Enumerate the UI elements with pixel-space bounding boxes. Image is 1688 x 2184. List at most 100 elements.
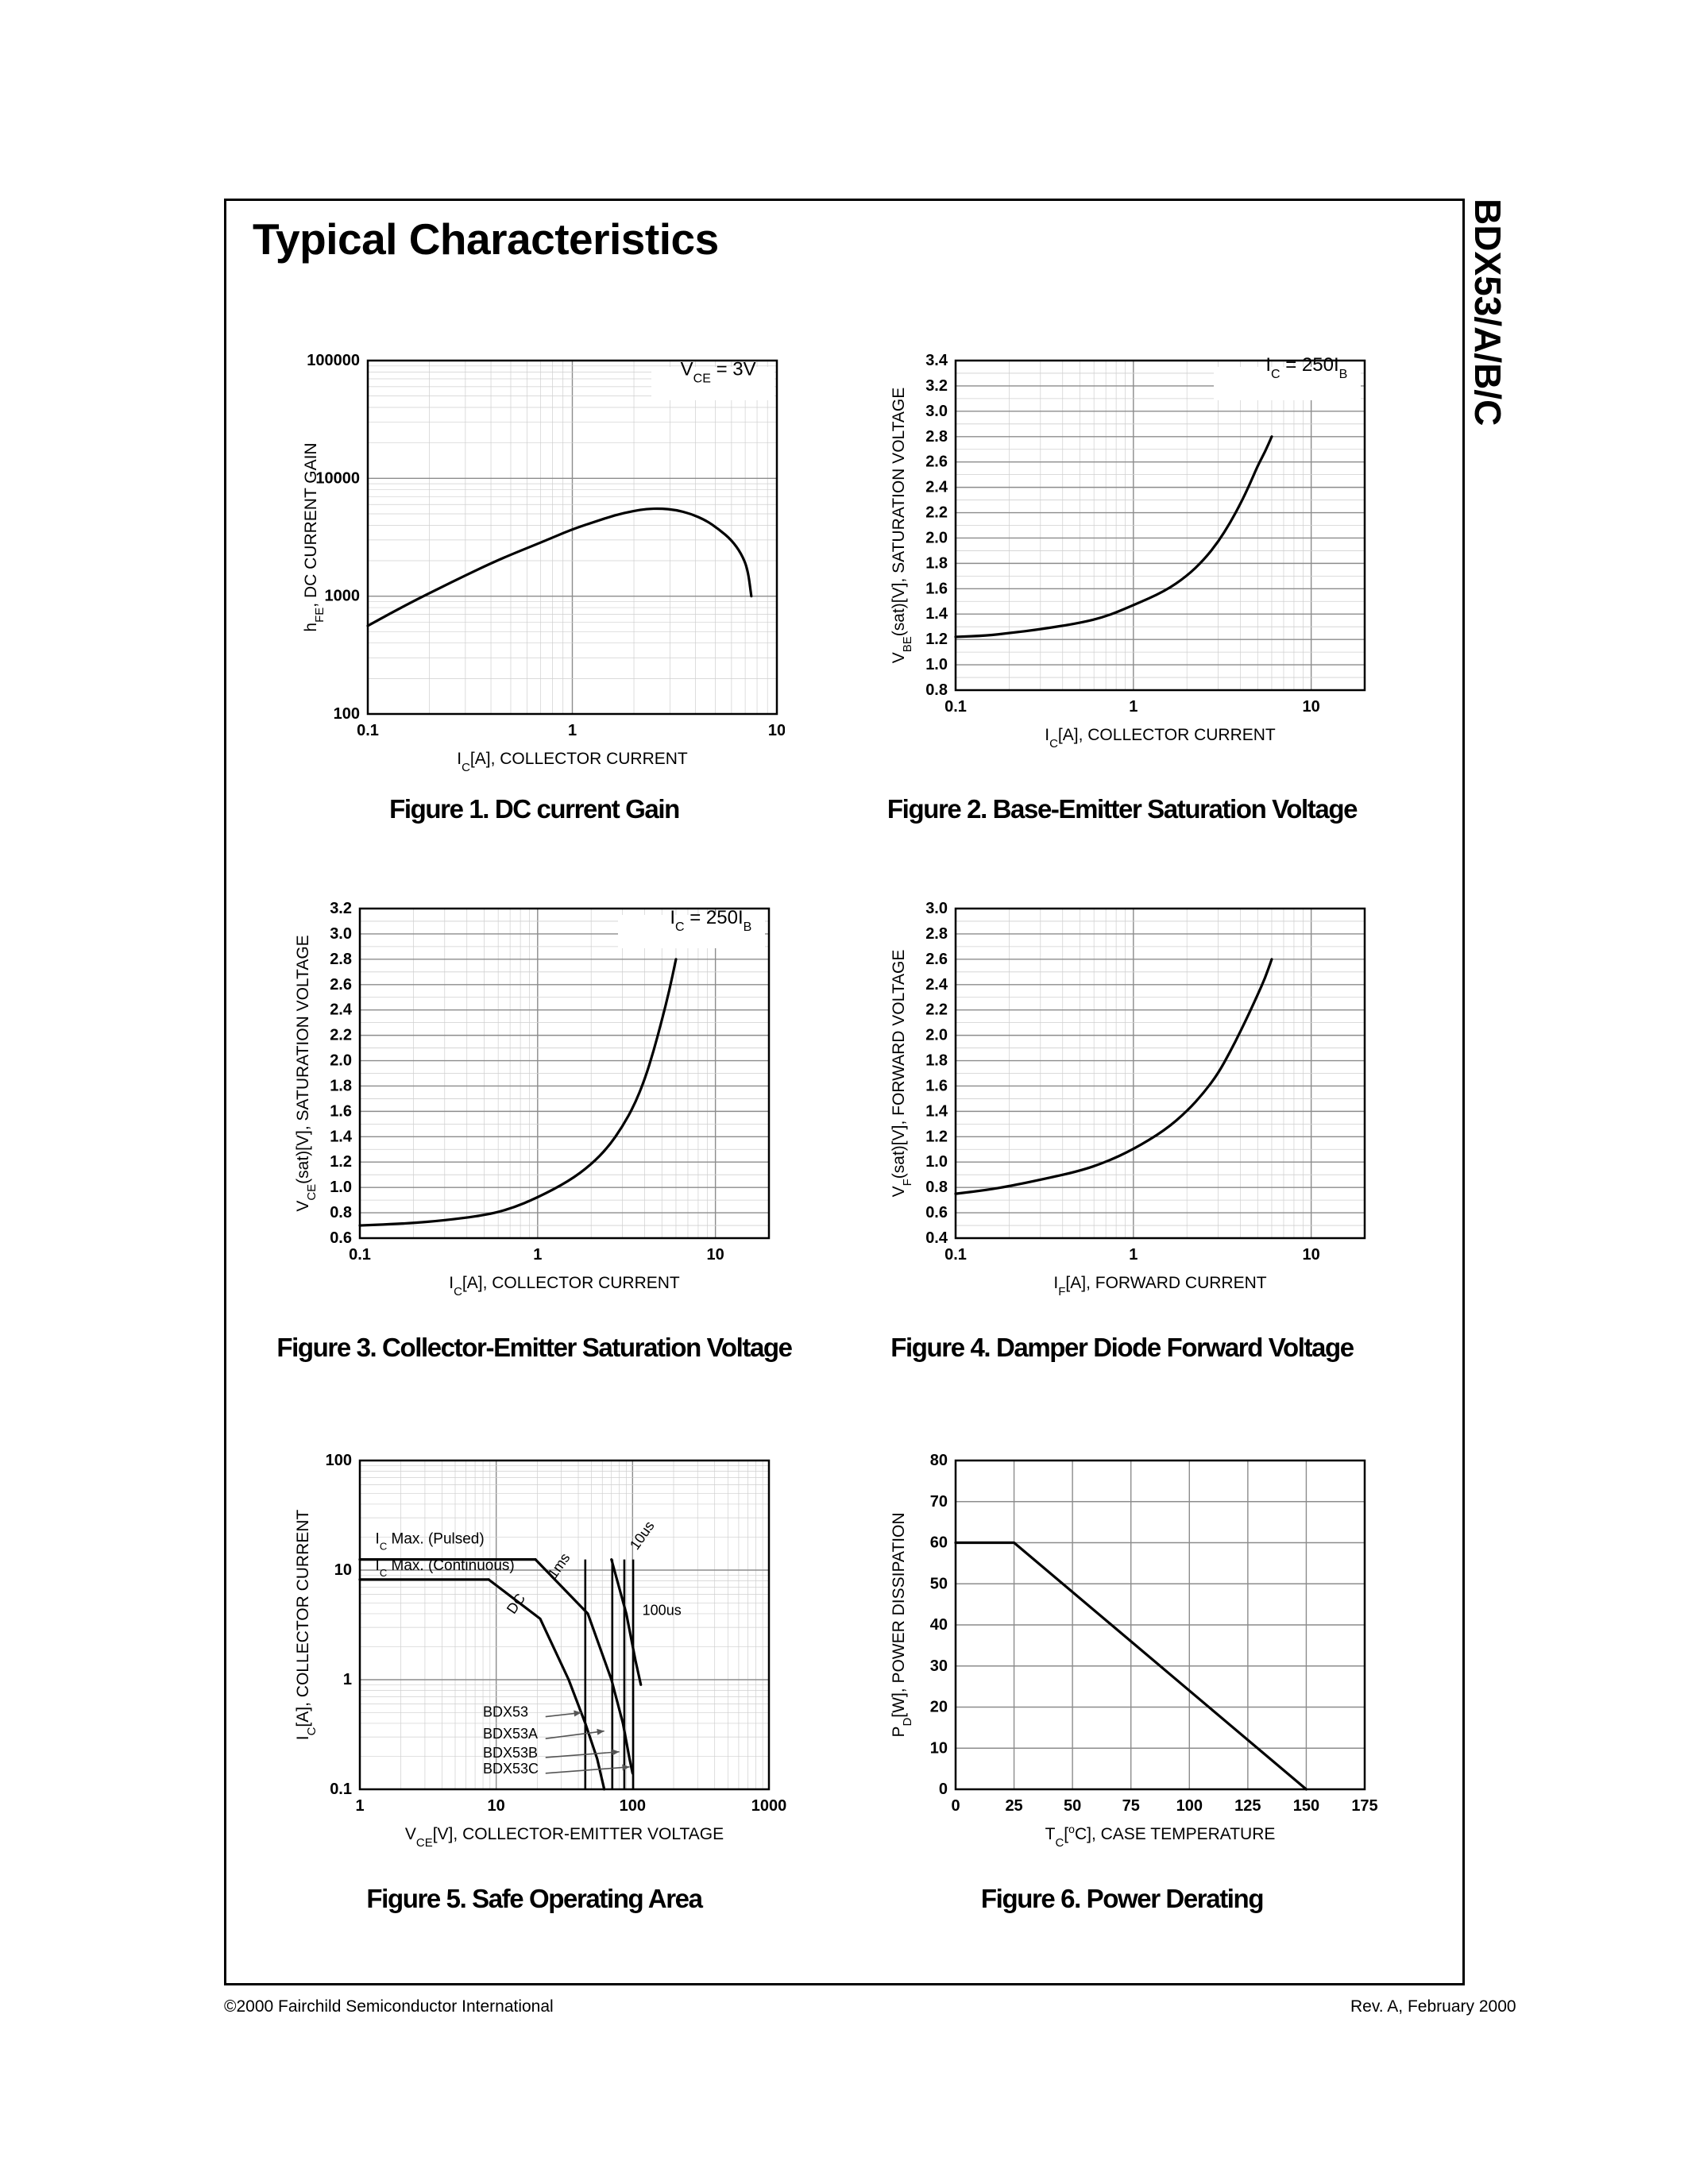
svg-text:70: 70 (930, 1493, 948, 1511)
svg-text:2.6: 2.6 (925, 453, 948, 471)
svg-text:10: 10 (334, 1561, 352, 1579)
svg-text:1000: 1000 (325, 588, 361, 605)
svg-text:1: 1 (533, 1246, 542, 1264)
svg-text:1.6: 1.6 (925, 1077, 948, 1094)
svg-text:1.2: 1.2 (925, 1128, 948, 1145)
svg-text:0.8: 0.8 (925, 1179, 948, 1196)
svg-text:2.2: 2.2 (925, 1001, 948, 1019)
svg-text:TC[oC], CASE TEMPERATURE: TC[oC], CASE TEMPERATURE (1045, 1823, 1276, 1850)
svg-text:2.6: 2.6 (925, 951, 948, 968)
svg-text:2.0: 2.0 (925, 1027, 948, 1044)
svg-text:1.2: 1.2 (925, 631, 948, 648)
svg-text:1: 1 (343, 1671, 352, 1688)
svg-text:VCE[V], COLLECTOR-EMITTER VOLT: VCE[V], COLLECTOR-EMITTER VOLTAGE (405, 1825, 724, 1850)
svg-text:BDX53: BDX53 (483, 1704, 528, 1720)
svg-text:3.4: 3.4 (925, 352, 948, 369)
svg-text:IC[A], COLLECTOR CURRENT: IC[A], COLLECTOR CURRENT (1045, 726, 1276, 751)
svg-text:IC[A], COLLECTOR CURRENT: IC[A], COLLECTOR CURRENT (457, 750, 688, 774)
svg-text:VCE(sat)[V], SATURATION VOLTAG: VCE(sat)[V], SATURATION VOLTAGE (294, 935, 319, 1211)
svg-text:75: 75 (1122, 1797, 1140, 1815)
svg-text:10: 10 (930, 1739, 948, 1757)
svg-text:1: 1 (1129, 698, 1138, 716)
svg-text:IC[A], COLLECTOR CURRENT: IC[A], COLLECTOR CURRENT (449, 1274, 680, 1298)
svg-text:0: 0 (951, 1797, 960, 1815)
svg-text:1.8: 1.8 (925, 1052, 948, 1070)
svg-text:10: 10 (1303, 1246, 1320, 1264)
svg-text:IC Max. (Pulsed): IC Max. (Pulsed) (376, 1530, 485, 1552)
svg-text:25: 25 (1005, 1797, 1022, 1815)
svg-text:100: 100 (620, 1797, 646, 1815)
svg-text:0.8: 0.8 (925, 681, 948, 699)
svg-text:1: 1 (355, 1797, 364, 1815)
svg-text:10: 10 (768, 722, 785, 739)
svg-text:0.8: 0.8 (330, 1204, 352, 1221)
svg-text:3.2: 3.2 (925, 377, 948, 395)
svg-text:100: 100 (326, 1452, 352, 1469)
svg-text:1: 1 (568, 722, 577, 739)
svg-text:3.0: 3.0 (925, 900, 948, 917)
svg-text:0.6: 0.6 (925, 1204, 948, 1221)
svg-text:50: 50 (1064, 1797, 1081, 1815)
svg-text:30: 30 (930, 1657, 948, 1675)
svg-text:0.1: 0.1 (944, 698, 967, 716)
svg-text:1.4: 1.4 (925, 605, 948, 623)
svg-text:1: 1 (1129, 1246, 1138, 1264)
svg-text:0.4: 0.4 (925, 1229, 948, 1247)
svg-text:125: 125 (1234, 1797, 1261, 1815)
svg-text:2.6: 2.6 (330, 976, 352, 994)
svg-text:100: 100 (334, 705, 360, 723)
svg-text:2.4: 2.4 (330, 1001, 353, 1019)
svg-text:2.0: 2.0 (330, 1052, 352, 1070)
svg-text:1.0: 1.0 (330, 1179, 352, 1196)
svg-text:1ms: 1ms (545, 1550, 574, 1581)
svg-text:0.1: 0.1 (944, 1246, 967, 1264)
svg-text:2.0: 2.0 (925, 529, 948, 546)
svg-text:100000: 100000 (307, 352, 360, 369)
svg-text:IF[A], FORWARD CURRENT: IF[A], FORWARD CURRENT (1053, 1274, 1266, 1298)
svg-text:VF(sat)[V], FORWARD VOLTAGE: VF(sat)[V], FORWARD VOLTAGE (890, 950, 914, 1198)
svg-text:2.8: 2.8 (330, 951, 352, 968)
svg-text:2.2: 2.2 (330, 1027, 352, 1044)
svg-text:3.0: 3.0 (330, 925, 352, 943)
svg-text:150: 150 (1293, 1797, 1319, 1815)
svg-text:1.6: 1.6 (330, 1102, 352, 1120)
svg-text:VBE(sat)[V], SATURATION VOLTAG: VBE(sat)[V], SATURATION VOLTAGE (890, 388, 914, 664)
svg-text:2.8: 2.8 (925, 428, 948, 446)
svg-text:10: 10 (488, 1797, 505, 1815)
svg-text:1.6: 1.6 (925, 580, 948, 597)
svg-text:IC[A], COLLECTOR CURRENT: IC[A], COLLECTOR CURRENT (294, 1510, 319, 1741)
svg-text:80: 80 (930, 1452, 948, 1469)
svg-text:1.0: 1.0 (925, 656, 948, 673)
svg-text:100: 100 (1176, 1797, 1203, 1815)
svg-text:10: 10 (707, 1246, 724, 1264)
svg-text:0.1: 0.1 (349, 1246, 371, 1264)
svg-text:0.1: 0.1 (357, 722, 379, 739)
svg-text:3.0: 3.0 (925, 403, 948, 420)
svg-text:3.2: 3.2 (330, 900, 352, 917)
svg-text:BDX53B: BDX53B (483, 1745, 538, 1761)
svg-text:10000: 10000 (315, 469, 360, 487)
svg-text:20: 20 (930, 1699, 948, 1716)
svg-text:BDX53C: BDX53C (483, 1761, 539, 1777)
svg-text:1.8: 1.8 (925, 554, 948, 572)
svg-text:0.1: 0.1 (330, 1781, 352, 1798)
svg-text:1.4: 1.4 (330, 1128, 353, 1145)
svg-text:2.4: 2.4 (925, 976, 948, 994)
svg-text:1.0: 1.0 (925, 1153, 948, 1171)
svg-text:0: 0 (939, 1781, 948, 1798)
svg-text:60: 60 (930, 1534, 948, 1552)
svg-text:175: 175 (1351, 1797, 1377, 1815)
svg-text:40: 40 (930, 1616, 948, 1634)
svg-text:2.4: 2.4 (925, 479, 948, 496)
svg-text:100us: 100us (643, 1602, 682, 1618)
svg-text:0.6: 0.6 (330, 1229, 352, 1247)
svg-text:1000: 1000 (751, 1797, 787, 1815)
svg-text:50: 50 (930, 1575, 948, 1592)
svg-text:1.8: 1.8 (330, 1077, 352, 1094)
svg-text:10us: 10us (627, 1518, 658, 1553)
svg-text:1.4: 1.4 (925, 1102, 948, 1120)
svg-text:1.2: 1.2 (330, 1153, 352, 1171)
svg-text:PD[W], POWER DISSIPATION: PD[W], POWER DISSIPATION (890, 1512, 914, 1737)
svg-text:10: 10 (1303, 698, 1320, 716)
svg-text:2.8: 2.8 (925, 925, 948, 943)
